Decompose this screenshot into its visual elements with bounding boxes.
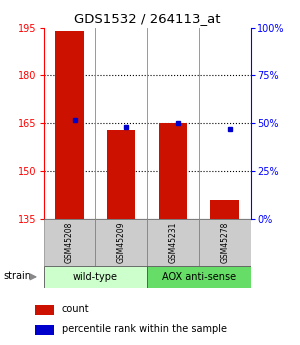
Bar [55,31,84,219]
Text: GSM45278: GSM45278 [220,222,229,263]
Text: GSM45208: GSM45208 [65,222,74,263]
Bar [35,305,54,315]
Bar [199,219,250,266]
Text: GSM45209: GSM45209 [117,221,126,263]
Bar [159,123,187,219]
Title: GDS1532 / 264113_at: GDS1532 / 264113_at [74,12,220,25]
Text: wild-type: wild-type [73,272,118,282]
Bar [35,325,54,335]
Bar [210,200,239,219]
Text: GSM45231: GSM45231 [168,222,177,263]
Bar [44,219,95,266]
Bar [44,266,147,288]
Bar [107,130,135,219]
Bar [147,219,199,266]
Text: percentile rank within the sample: percentile rank within the sample [62,324,227,334]
Text: AOX anti-sense: AOX anti-sense [162,272,236,282]
Bar [147,266,250,288]
Bar [95,219,147,266]
Text: count: count [62,304,89,314]
Text: strain: strain [4,271,32,281]
